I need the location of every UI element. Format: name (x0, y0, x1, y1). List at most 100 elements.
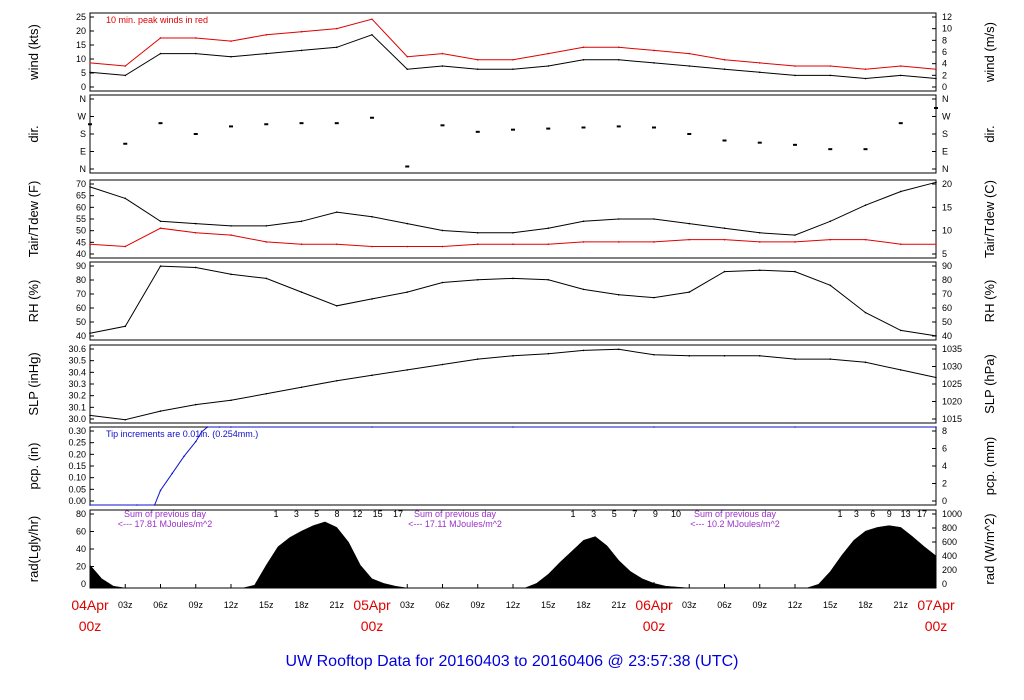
data-point (153, 504, 156, 506)
data-point (335, 27, 338, 30)
daily-sum-value: <--- 10.2 MJoules/m^2 (690, 519, 780, 529)
series-line (89, 265, 937, 337)
data-point (371, 34, 373, 36)
local-hour-label: 1 (837, 509, 842, 519)
data-point (582, 349, 585, 352)
series-line-0 (89, 34, 937, 80)
data-point (194, 222, 197, 225)
hour-tick-label: 09z (752, 600, 767, 610)
data-point (617, 46, 620, 49)
data-point (300, 243, 303, 246)
data-point (89, 186, 91, 188)
left-tick-label: 5 (81, 68, 86, 78)
left-tick-label: 0.20 (68, 449, 86, 459)
data-point (300, 291, 303, 293)
data-point (758, 355, 761, 357)
data-point (864, 68, 867, 70)
local-hour-label: 3 (854, 509, 859, 519)
data-point (230, 55, 232, 58)
data-point (476, 243, 479, 246)
chart-panels: wind (kts) wind (m/s)05101520250246810121… (26, 12, 997, 589)
direction-point (264, 123, 269, 126)
left-tick-label: 65 (76, 191, 86, 201)
data-point (194, 52, 197, 55)
left-tick-label: 80 (76, 275, 86, 285)
data-point (935, 376, 937, 379)
right-tick-label: 60 (942, 303, 952, 313)
hour-tick-label: 18z (576, 600, 591, 610)
data-point (194, 266, 197, 269)
direction-point (123, 142, 128, 145)
data-point (653, 218, 655, 220)
data-point (476, 358, 479, 360)
data-point (200, 431, 203, 433)
data-point (899, 190, 902, 193)
panel-slp: SLP (inHg) SLP (hPa)30.030.130.230.330.43… (26, 344, 997, 424)
hour-tick-label: 15z (541, 600, 556, 610)
data-point (136, 504, 138, 506)
data-point (758, 269, 761, 272)
data-point (159, 220, 162, 223)
day-label-hour: 00z (925, 618, 948, 634)
local-hour-label: 15 (373, 509, 383, 519)
right-tick-label: 40 (942, 331, 952, 341)
data-point (218, 426, 221, 428)
left-tick-label: 10 (76, 54, 86, 64)
left-tick-label: 60 (76, 202, 86, 212)
local-hour-label: 9 (653, 509, 658, 519)
local-hour-label: 17 (917, 509, 927, 519)
data-point (371, 245, 373, 248)
left-tick-label: 45 (76, 237, 86, 247)
hour-tick-label: 03z (400, 600, 415, 610)
panel-frame (89, 509, 937, 589)
data-point (864, 204, 867, 207)
data-point (829, 358, 832, 360)
left-tick-label: 70 (76, 289, 86, 299)
day-label-date: 04Apr (71, 597, 109, 613)
data-point (582, 220, 585, 223)
left-tick-label: N (80, 164, 87, 174)
left-tick-label: 15 (76, 40, 86, 50)
left-tick-label: 80 (76, 509, 86, 519)
data-point (512, 68, 514, 70)
data-point (300, 49, 303, 52)
direction-point (793, 143, 797, 146)
data-point (335, 211, 338, 213)
direction-point (652, 126, 656, 129)
data-point (89, 504, 91, 506)
data-point (476, 278, 479, 281)
right-tick-label: 8 (942, 426, 947, 436)
data-point (688, 222, 691, 225)
direction-point (863, 148, 868, 151)
day-label-date: 05Apr (353, 597, 391, 613)
data-point (159, 265, 162, 267)
data-point (124, 325, 127, 328)
data-point (758, 241, 761, 243)
data-point (723, 227, 726, 229)
hour-tick-label: 03z (118, 600, 133, 610)
panel-rh: RH (%) RH (%) 40 50 60 70 80 90 40 50 60 70 80 90 (26, 261, 997, 341)
series-line-0 (89, 181, 937, 236)
data-point (335, 243, 338, 246)
daily-sum-header: Sum of previous day (124, 509, 207, 519)
data-point (265, 241, 268, 243)
left-tick-label: 0.15 (68, 461, 86, 471)
right-tick-label: 1000 (942, 509, 962, 519)
data-point (512, 231, 514, 234)
chart-title: UW Rooftop Data for 20160403 to 20160406… (286, 653, 739, 670)
local-hour-label: 12 (352, 509, 362, 519)
data-point (476, 68, 479, 70)
ylabel-right: Tair/Tdew (C) (982, 180, 997, 258)
data-point (159, 489, 162, 492)
data-point (406, 222, 409, 225)
data-point (300, 220, 303, 223)
hour-tick-label: 06z (153, 600, 168, 610)
data-point (230, 273, 232, 276)
data-point (864, 361, 867, 364)
data-point (829, 74, 832, 77)
left-tick-label: 90 (76, 261, 86, 271)
panel-frame (89, 94, 937, 174)
local-hour-label: 13 (901, 509, 911, 519)
left-tick-label: S (80, 129, 86, 139)
